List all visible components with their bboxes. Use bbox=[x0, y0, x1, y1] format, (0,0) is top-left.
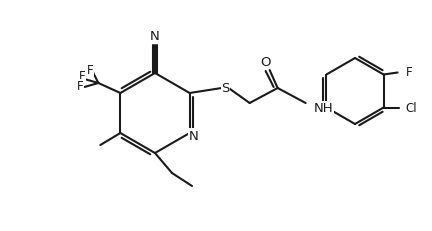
Text: S: S bbox=[222, 81, 230, 94]
Text: F: F bbox=[406, 66, 412, 79]
Text: N: N bbox=[189, 129, 199, 142]
Text: N: N bbox=[150, 30, 160, 43]
Text: F: F bbox=[79, 70, 86, 83]
Text: O: O bbox=[260, 55, 271, 68]
Text: Cl: Cl bbox=[406, 102, 417, 115]
Text: F: F bbox=[87, 63, 94, 76]
Text: F: F bbox=[77, 80, 84, 93]
Text: NH: NH bbox=[314, 102, 333, 115]
